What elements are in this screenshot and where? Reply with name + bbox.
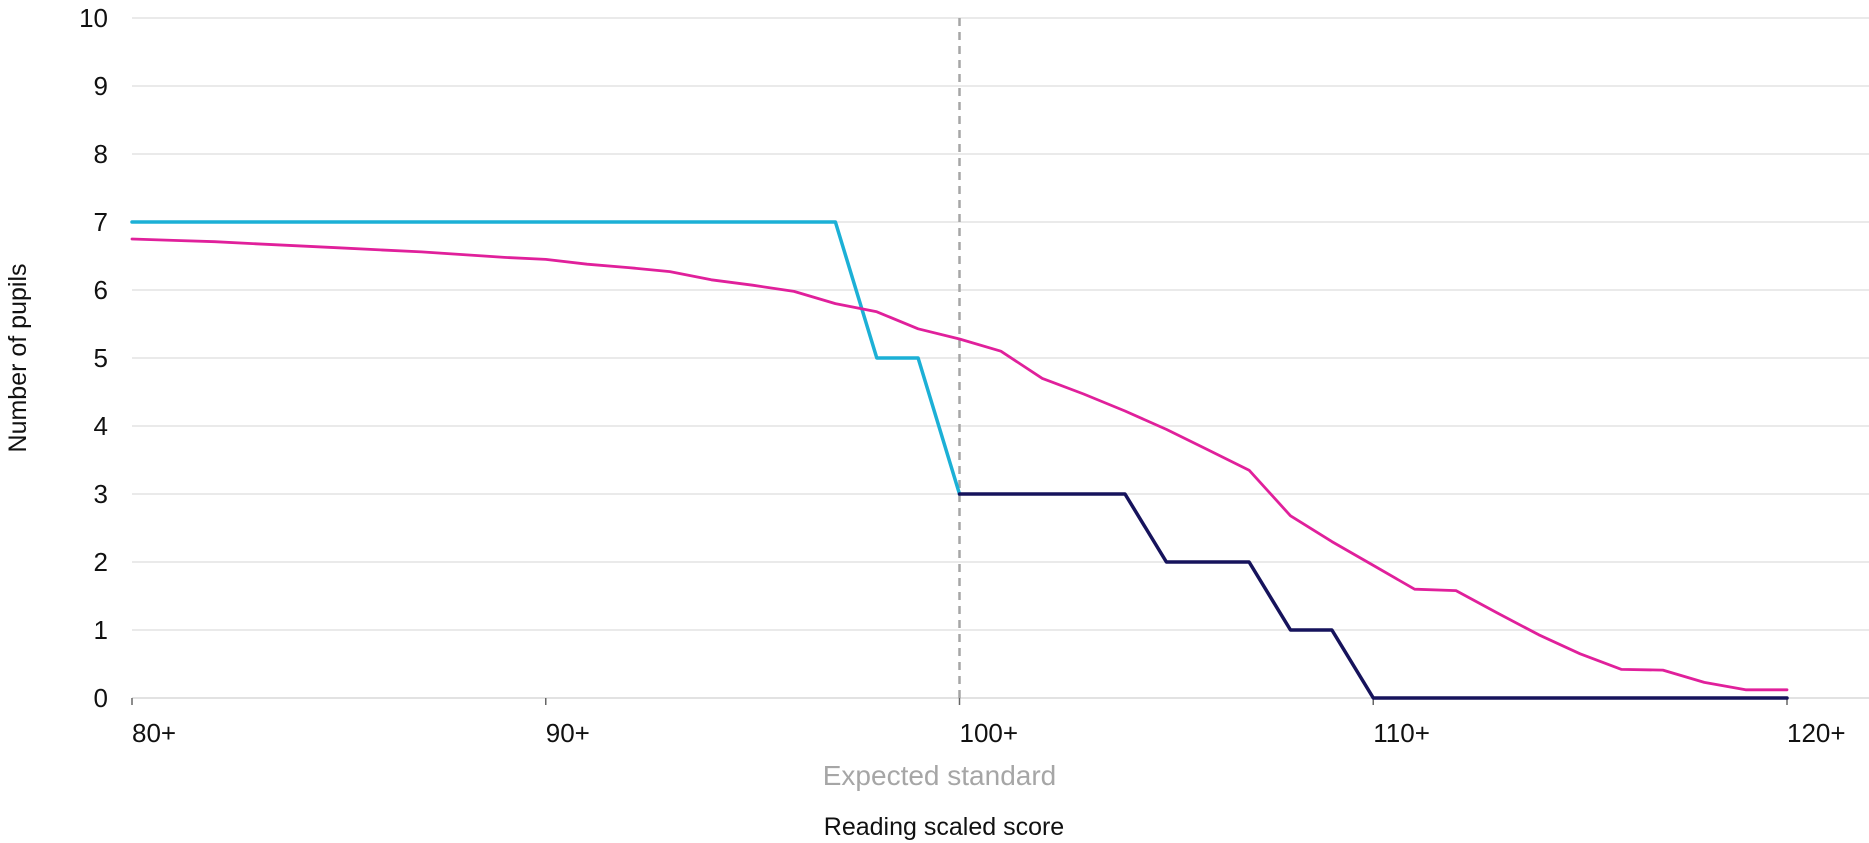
y-tick-label: 5 bbox=[94, 343, 108, 373]
grid-layer bbox=[132, 17, 1869, 699]
y-tick-label: 1 bbox=[94, 615, 108, 645]
y-tick-label: 4 bbox=[94, 411, 108, 441]
y-tick-label: 3 bbox=[94, 479, 108, 509]
x-tick-label: 110+ bbox=[1373, 718, 1430, 748]
y-tick-label: 7 bbox=[94, 207, 108, 237]
label-layer: 0 1 2 3 4 5 6 7 8 9 10 80+ 90+ 100+ 110+ 120+ Expected s… bbox=[79, 3, 1846, 791]
x-tick-label: 120+ bbox=[1787, 718, 1846, 748]
x-axis-title: Reading scaled score bbox=[824, 813, 1064, 841]
series-layer bbox=[130, 220, 1789, 700]
series-line-3 bbox=[130, 237, 1789, 692]
y-tick-label: 6 bbox=[94, 275, 108, 305]
y-axis-title: Number of pupils bbox=[4, 264, 32, 453]
series-line-2 bbox=[957, 492, 1789, 700]
y-tick-label: 8 bbox=[94, 139, 108, 169]
x-tick-label: 100+ bbox=[960, 718, 1019, 748]
y-tick-label: 9 bbox=[94, 71, 108, 101]
axis-layer bbox=[131, 698, 1788, 705]
x-tick-label: 80+ bbox=[132, 718, 176, 748]
y-tick-label: 2 bbox=[94, 547, 108, 577]
series-line-1 bbox=[130, 220, 962, 496]
y-tick-label: 10 bbox=[79, 3, 108, 33]
expected-standard-label: Expected standard bbox=[823, 760, 1057, 791]
y-tick-label: 0 bbox=[94, 683, 108, 713]
x-tick-label: 90+ bbox=[546, 718, 590, 748]
